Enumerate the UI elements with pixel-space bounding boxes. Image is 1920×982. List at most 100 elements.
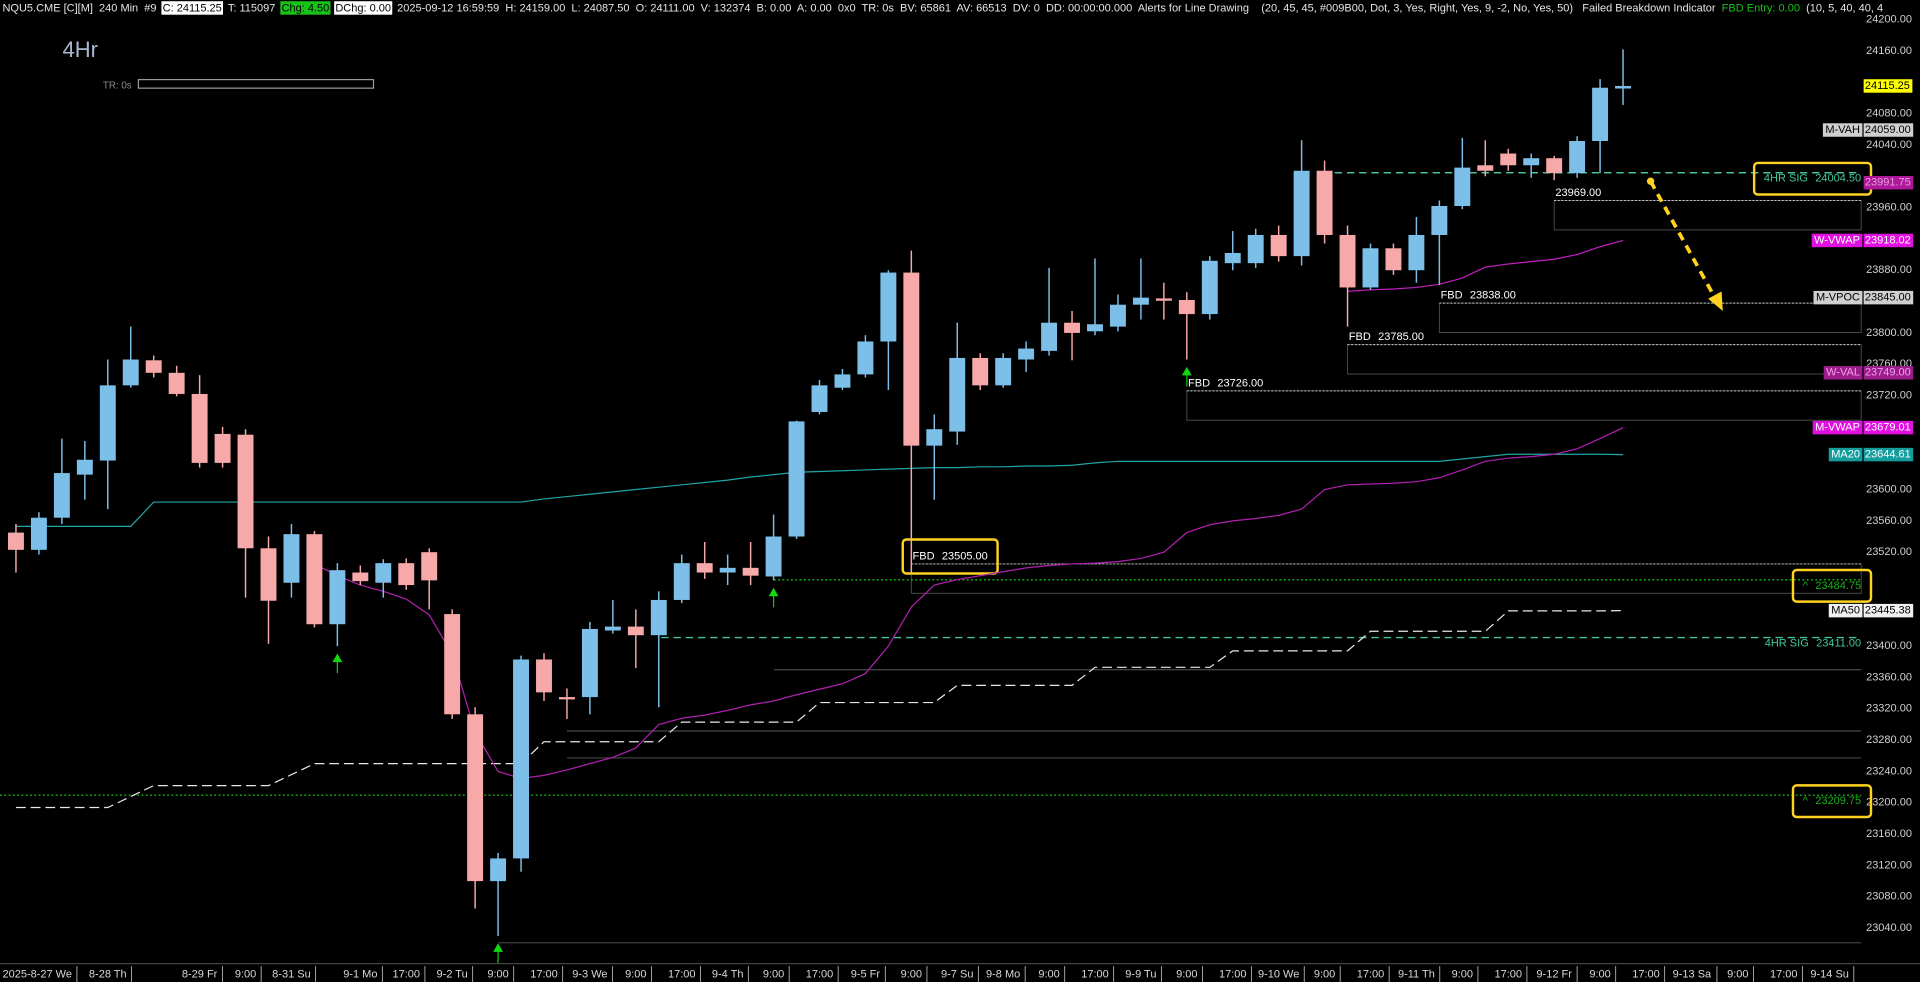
candle-body [1316,170,1333,235]
candle-body [765,536,782,577]
y-tick-label: 23200.00 [1866,797,1912,809]
x-tick-label: 8-31 Su [272,969,311,981]
x-tick-label: 8-29 Fr [182,969,218,981]
candle-body [1201,260,1218,315]
candle-body [1385,248,1402,271]
candle-body [1546,158,1563,174]
candle-body [1408,234,1425,271]
level-value: 23411.00 [1816,638,1861,650]
candle-body [995,357,1012,386]
y-tick-label: 23320.00 [1866,703,1912,715]
x-tick-label: 9-8 Mo [986,969,1020,981]
candle-body [1339,234,1356,288]
header-bg [334,1,393,15]
x-tick-label: 9-4 Th [712,969,744,981]
y-tick-label: 24040.00 [1866,139,1912,151]
fbd-label: 23969.00 [1555,187,1601,199]
candle-body [1477,165,1494,171]
candle-body [1087,324,1103,332]
level-name: M-VAH [1825,124,1860,136]
fbd-name: FBD [913,550,935,562]
level-value-bg [1863,447,1914,462]
candle-body [627,626,644,636]
candle-body [581,628,598,698]
x-tick-label: 17:00 [530,969,558,981]
candle-body [811,385,828,412]
candle-body [604,626,621,631]
level-name-bg [1828,447,1863,462]
candle-body [99,385,116,461]
candle-body [260,548,277,601]
x-tick-label: 9:00 [625,969,646,981]
x-tick-label: 9:00 [901,969,922,981]
candle-body [1362,248,1379,288]
x-tick-label: 9-12 Fr [1536,969,1572,981]
candle-body [7,532,24,550]
highlight-box [901,538,999,575]
candle-body [1247,234,1264,264]
header-text: NQU5.CME [C][M] 240 Min #9 [2,2,156,14]
candle-body [1615,85,1631,89]
header-text: FBD Entry: 0.00 [1722,2,1800,14]
level-name: W-VWAP [1814,234,1860,246]
x-tick-label: 9-10 We [1258,969,1299,981]
candle-body [1431,205,1448,235]
x-tick-label: 8-28 Th [89,969,127,981]
candle-body [650,599,667,636]
level-value: 23991.75 [1865,177,1911,189]
highlight-box [1791,784,1873,819]
level-value-bg [1863,175,1914,190]
level-name: M-VPOC [1816,292,1860,304]
x-tick-label: 9-13 Sa [1673,969,1712,981]
candle-body [1592,87,1609,141]
candle-body [398,563,415,586]
candle-body [490,858,507,882]
level-value: 23749.00 [1865,367,1911,379]
candle-body [1454,167,1471,206]
x-tick-label: 9:00 [487,969,508,981]
candle-body [834,374,851,388]
candle-body [122,359,139,386]
candle-body [1155,298,1172,301]
candle-body [467,714,484,882]
x-tick-label: 9-9 Tu [1125,969,1156,981]
overlay-line [15,453,1624,527]
signal-arrow [768,587,779,597]
x-tick-label: 9-1 Mo [343,969,377,981]
y-tick-label: 23280.00 [1866,734,1912,746]
level-name: 4HR SIG [1764,173,1808,185]
level-value-bg [1863,233,1914,248]
candle-body [352,572,369,582]
candle-body [53,473,70,518]
x-tick-label: 17:00 [1632,969,1660,981]
candle-body [375,563,392,583]
candle-body [926,429,943,446]
candle-body [168,372,185,394]
candle-body [696,563,713,573]
x-tick-label: 17:00 [392,969,420,981]
y-tick-label: 24080.00 [1866,107,1912,119]
fbd-name: FBD [1441,290,1463,302]
x-tick-label: 9-5 Fr [851,969,881,981]
candle-body [1178,299,1195,315]
x-tick-label: 17:00 [668,969,696,981]
x-tick-label: 9:00 [235,969,256,981]
candle-body [1132,297,1149,305]
chart-title: 4Hr [62,37,97,62]
candle-body [1064,322,1080,333]
x-tick-label: 9:00 [1452,969,1473,981]
candle-body [1500,153,1517,166]
x-tick-label: 9:00 [1038,969,1059,981]
candle-body [536,659,552,693]
level-name-bg [1813,290,1863,305]
level-name: W-VAL [1826,367,1860,379]
arrow-shaft [1648,180,1718,300]
level-name-bg [1812,420,1863,435]
fbd-zone [1186,390,1862,421]
level-value: 23209.75 [1815,795,1861,807]
tr-bar [137,78,375,89]
fbd-zone [1347,344,1862,375]
